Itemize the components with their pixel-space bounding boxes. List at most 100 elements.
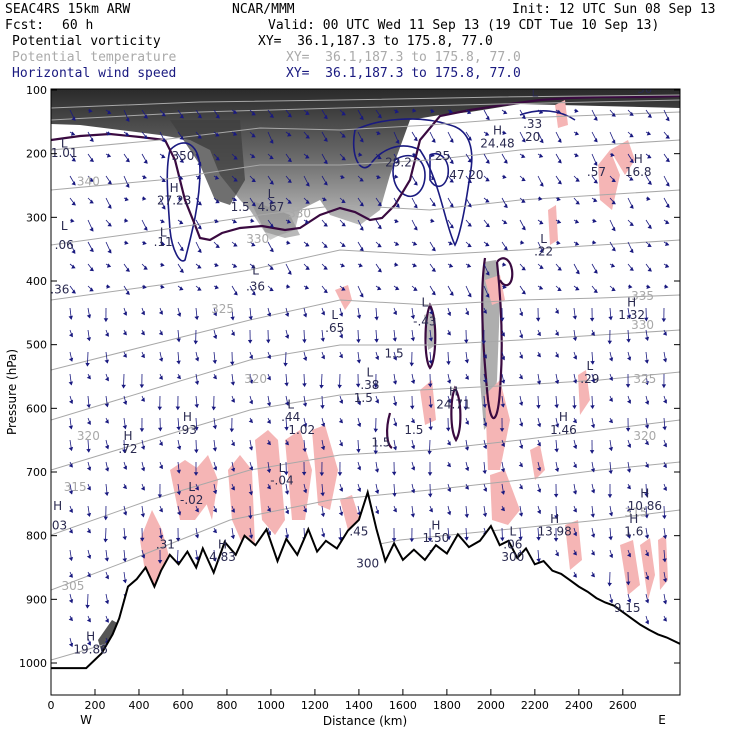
wind-vector-head: [158, 310, 163, 315]
wind-vector-head: [646, 284, 651, 290]
field-xy-pv: XY= 36.1,187.3 to 175.8, 77.0: [258, 34, 493, 49]
wind-vector-head: [68, 642, 74, 648]
wind-vector-head: [251, 202, 256, 207]
wind-vector-head: [428, 360, 433, 365]
wind-vector-head: [194, 380, 200, 385]
wind-vector-head: [573, 531, 577, 537]
wind-vector-head: [485, 198, 490, 203]
wind-vector-head: [608, 418, 613, 424]
wind-vector-head: [572, 355, 577, 360]
pv-label: L: [61, 136, 68, 150]
pv-label: 4.83: [209, 550, 236, 564]
pv-label: 16.8: [625, 165, 652, 179]
wind-vector-head: [142, 196, 147, 201]
wind-vector-head: [610, 263, 616, 268]
wind-vector-head: [485, 242, 490, 247]
wind-vector-head: [556, 240, 561, 246]
wind-vector-head: [68, 463, 73, 468]
wind-vector-head: [71, 181, 76, 186]
wind-vector-head: [302, 422, 308, 428]
wind-vector-head: [122, 558, 127, 563]
wind-vector-head: [611, 178, 616, 183]
wind-vector-head: [197, 134, 202, 139]
pv-label: 9.15: [614, 601, 641, 615]
wind-vector-head: [194, 486, 199, 491]
wind-vector-head: [607, 582, 612, 587]
wind-vector-head: [176, 491, 181, 496]
wind-vector-head: [662, 399, 667, 404]
wind-vector-head: [179, 114, 184, 119]
wind-vector-head: [590, 331, 595, 336]
field-xy-theta: XY= 36.1,187.3 to 175.8, 77.0: [286, 50, 521, 65]
wind-vector-head: [89, 227, 94, 232]
wind-vector-head: [212, 508, 217, 513]
wind-vector-head: [394, 262, 399, 267]
wind-vector-head: [193, 472, 199, 476]
wind-vector-head: [266, 354, 271, 360]
wind-vector-head: [323, 222, 328, 227]
pv-label: .38: [360, 378, 379, 392]
wind-vector-head: [557, 266, 562, 271]
wind-vector-head: [536, 536, 541, 541]
wind-vector-head: [339, 334, 343, 339]
wind-vector-head: [356, 314, 362, 319]
wind-vector-head: [230, 398, 235, 403]
wind-vector-head: [140, 486, 145, 491]
wind-vector-head: [341, 222, 346, 227]
wind-vector-head: [284, 490, 290, 495]
wind-vector-head: [413, 136, 418, 142]
wind-vector-head: [395, 203, 400, 208]
wind-vector-head: [106, 284, 111, 289]
wind-vector-head: [446, 510, 452, 516]
wind-vector-head: [337, 472, 343, 477]
wind-vector-head: [305, 110, 310, 115]
pv-label: H: [629, 512, 638, 526]
wind-vector-head: [338, 487, 343, 492]
wind-vector-head: [232, 131, 238, 136]
wind-vector-head: [284, 441, 289, 446]
wind-vector-head: [341, 286, 346, 291]
wind-vector-head: [179, 246, 184, 252]
wind-vector-head: [375, 355, 379, 361]
wind-vector-head: [629, 133, 634, 138]
wind-vector-head: [233, 155, 238, 160]
wind-vector-head: [71, 157, 76, 162]
wind-vector-head: [359, 202, 364, 207]
wind-vector-head: [467, 222, 472, 227]
wind-vector-head: [665, 157, 670, 163]
wind-vector-head: [266, 468, 272, 474]
wind-vector-head: [86, 641, 91, 646]
wind-vector-head: [463, 406, 469, 411]
theta-contour: [51, 329, 680, 421]
wind-vector-head: [467, 136, 472, 141]
pv-label: .45: [349, 525, 368, 539]
wind-vector-head: [590, 551, 595, 556]
wind-vector-head: [230, 486, 235, 491]
wind-vector-head: [554, 353, 559, 358]
wind-vector-head: [305, 134, 310, 139]
wind-vector-head: [644, 424, 650, 429]
wind-vector-head: [503, 159, 508, 164]
wind-vector-head: [302, 313, 308, 318]
wind-vector-head: [212, 528, 217, 534]
pv-label: H: [218, 537, 227, 551]
theta-contour: [51, 94, 680, 109]
wind-vector-head: [503, 110, 508, 115]
wind-vector-head: [68, 616, 73, 622]
x-tick-label: 200: [84, 699, 105, 712]
wind-vector-head: [179, 135, 184, 140]
wind-vector-head: [86, 466, 92, 471]
theta-label: 320: [633, 429, 656, 443]
wind-vector-head: [287, 178, 292, 183]
theta-label: 305: [62, 579, 85, 593]
wind-vector-head: [410, 513, 416, 518]
theta-label: 315: [64, 480, 87, 494]
wind-vector-head: [323, 159, 328, 165]
wind-vector-head: [448, 263, 454, 268]
wind-vector-head: [608, 376, 613, 381]
wind-vector-head: [518, 354, 523, 359]
theta-label: 315: [625, 506, 648, 520]
wind-vector-head: [392, 446, 398, 451]
pv-label: .44: [281, 410, 300, 424]
